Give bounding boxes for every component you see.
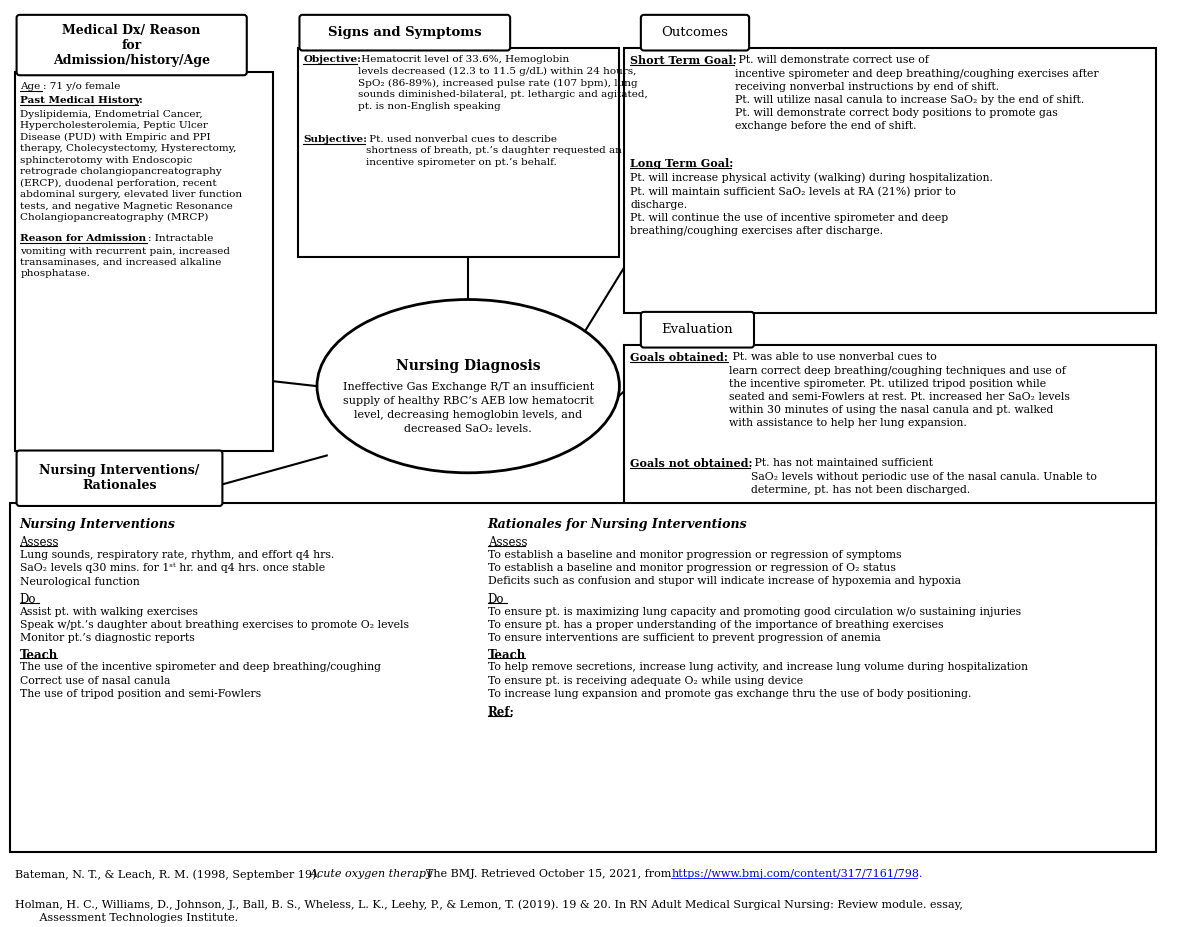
Ellipse shape — [317, 299, 619, 473]
Text: Goals obtained:: Goals obtained: — [630, 352, 728, 363]
Text: Pt. has not maintained sufficient
SaO₂ levels without periodic use of the nasal : Pt. has not maintained sufficient SaO₂ l… — [751, 459, 1097, 495]
Text: Hematocrit level of 33.6%, Hemoglobin
levels decreased (12.3 to 11.5 g/dL) withi: Hematocrit level of 33.6%, Hemoglobin le… — [358, 56, 648, 110]
Text: To establish a baseline and monitor progression or regression of symptoms
To est: To establish a baseline and monitor prog… — [487, 550, 961, 586]
Text: Objective:: Objective: — [304, 56, 361, 65]
FancyBboxPatch shape — [298, 47, 619, 258]
FancyBboxPatch shape — [641, 311, 754, 348]
Text: Teach: Teach — [19, 649, 58, 662]
FancyBboxPatch shape — [300, 15, 510, 50]
Text: Nursing Interventions/
Rationales: Nursing Interventions/ Rationales — [40, 464, 199, 492]
Text: :: : — [138, 96, 143, 105]
Text: Long Term Goal:: Long Term Goal: — [630, 159, 733, 170]
Text: Outcomes: Outcomes — [661, 26, 728, 39]
FancyBboxPatch shape — [624, 345, 1156, 544]
Text: Pt. will increase physical activity (walking) during hospitalization.
Pt. will m: Pt. will increase physical activity (wal… — [630, 172, 992, 236]
Text: . The BMJ. Retrieved October 15, 2021, from: . The BMJ. Retrieved October 15, 2021, f… — [420, 870, 676, 880]
Text: Short Term Goal:: Short Term Goal: — [630, 56, 737, 67]
FancyBboxPatch shape — [17, 451, 222, 506]
Text: Lung sounds, respiratory rate, rhythm, and effort q4 hrs.
SaO₂ levels q30 mins. : Lung sounds, respiratory rate, rhythm, a… — [19, 550, 334, 587]
Text: Rationales for Nursing Interventions: Rationales for Nursing Interventions — [487, 518, 748, 531]
Text: : Intractable: : Intractable — [149, 234, 214, 243]
Text: Pt. will demonstrate correct use of
incentive spirometer and deep breathing/coug: Pt. will demonstrate correct use of ince… — [736, 56, 1099, 132]
Text: Do: Do — [487, 593, 504, 606]
Text: To help remove secretions, increase lung activity, and increase lung volume duri: To help remove secretions, increase lung… — [487, 663, 1027, 699]
Text: Assess: Assess — [19, 536, 59, 549]
Text: Bateman, N. T., & Leach, R. M. (1998, September 19).: Bateman, N. T., & Leach, R. M. (1998, Se… — [14, 870, 323, 880]
Text: : 71 y/o female: : 71 y/o female — [43, 83, 120, 91]
Text: Assist pt. with walking exercises
Speak w/pt.’s daughter about breathing exercis: Assist pt. with walking exercises Speak … — [19, 607, 408, 643]
Text: Holman, H. C., Williams, D., Johnson, J., Ball, B. S., Wheless, L. K., Leehy, P.: Holman, H. C., Williams, D., Johnson, J.… — [14, 899, 962, 922]
Text: Dyslipidemia, Endometrial Cancer,
Hypercholesterolemia, Peptic Ulcer
Disease (PU: Dyslipidemia, Endometrial Cancer, Hyperc… — [20, 110, 242, 222]
FancyBboxPatch shape — [17, 15, 247, 75]
FancyBboxPatch shape — [624, 47, 1156, 313]
Text: Age: Age — [20, 83, 41, 91]
Text: The use of the incentive spirometer and deep breathing/coughing
Correct use of n: The use of the incentive spirometer and … — [19, 663, 380, 699]
Text: Nursing Interventions: Nursing Interventions — [19, 518, 175, 531]
Text: Evaluation: Evaluation — [661, 324, 733, 337]
Text: Goals not obtained:: Goals not obtained: — [630, 459, 752, 469]
Text: To ensure pt. is maximizing lung capacity and promoting good circulation w/o sus: To ensure pt. is maximizing lung capacit… — [487, 607, 1021, 643]
FancyBboxPatch shape — [641, 15, 749, 50]
Text: Acute oxygen therapy: Acute oxygen therapy — [310, 870, 433, 880]
Text: Reason for Admission: Reason for Admission — [20, 234, 146, 243]
Text: Nursing Diagnosis: Nursing Diagnosis — [396, 360, 540, 374]
FancyBboxPatch shape — [10, 503, 1156, 852]
Text: Ineffective Gas Exchange R/T an insufficient
supply of healthy RBC’s AEB low hem: Ineffective Gas Exchange R/T an insuffic… — [342, 382, 594, 434]
Text: vomiting with recurrent pain, increased
transaminases, and increased alkaline
ph: vomiting with recurrent pain, increased … — [20, 247, 230, 278]
Text: Ref:: Ref: — [487, 706, 515, 719]
Text: Pt. was able to use nonverbal cues to
learn correct deep breathing/coughing tech: Pt. was able to use nonverbal cues to le… — [728, 352, 1069, 428]
Text: Signs and Symptoms: Signs and Symptoms — [328, 26, 481, 39]
Text: Assess: Assess — [487, 536, 527, 549]
Text: Medical Dx/ Reason
for
Admission/history/Age: Medical Dx/ Reason for Admission/history… — [53, 23, 210, 67]
Text: https://www.bmj.com/content/317/7161/798.: https://www.bmj.com/content/317/7161/798… — [671, 870, 923, 880]
Text: Teach: Teach — [487, 649, 526, 662]
Text: Subjective:: Subjective: — [304, 134, 367, 144]
FancyBboxPatch shape — [14, 72, 274, 451]
Text: Do: Do — [19, 593, 36, 606]
Text: Pt. used nonverbal cues to describe
shortness of breath, pt.’s daughter requeste: Pt. used nonverbal cues to describe shor… — [366, 134, 622, 167]
Text: Past Medical History: Past Medical History — [20, 96, 142, 105]
